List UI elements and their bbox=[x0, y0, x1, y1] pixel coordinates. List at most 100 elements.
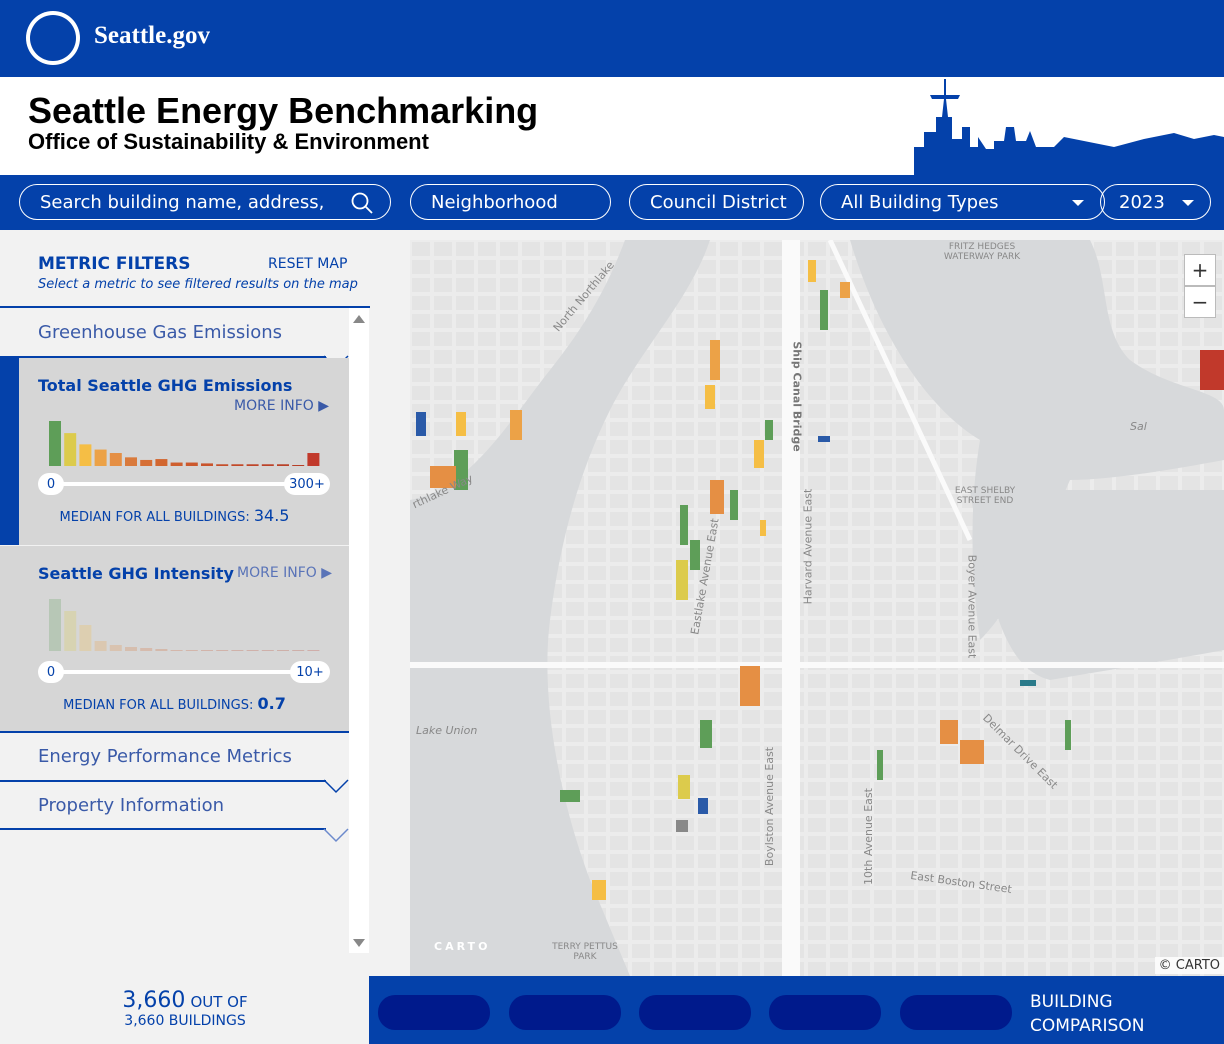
bottom-button-5[interactable] bbox=[900, 995, 1012, 1030]
building-marker[interactable] bbox=[740, 666, 760, 706]
search-placeholder: Search building name, address, or I bbox=[40, 191, 330, 213]
zoom-in-button[interactable]: + bbox=[1184, 254, 1216, 286]
building-marker[interactable] bbox=[765, 420, 773, 440]
page-title: Seattle Energy Benchmarking bbox=[28, 90, 539, 131]
neighborhood-filter[interactable]: Neighborhood bbox=[410, 184, 611, 220]
bottom-button-1[interactable] bbox=[378, 995, 490, 1030]
building-marker[interactable] bbox=[680, 505, 688, 545]
building-comparison-button[interactable]: BUILDING COMPARISON bbox=[1030, 992, 1145, 1036]
median-label: MEDIAN FOR ALL BUILDINGS: bbox=[59, 510, 250, 525]
building-marker[interactable] bbox=[710, 340, 720, 380]
metric-filters-subtitle: Select a metric to see filtered results … bbox=[38, 277, 358, 292]
building-marker[interactable] bbox=[760, 520, 766, 536]
histogram-bar bbox=[307, 650, 320, 651]
building-marker[interactable] bbox=[754, 440, 764, 468]
building-marker[interactable] bbox=[700, 720, 712, 748]
building-marker[interactable] bbox=[676, 560, 688, 600]
count-total: 3,660 BUILDINGS bbox=[124, 1013, 246, 1029]
reset-map-button[interactable]: RESET MAP bbox=[268, 256, 348, 272]
section-energy-performance[interactable]: Energy Performance Metrics bbox=[38, 746, 292, 767]
building-marker[interactable] bbox=[456, 412, 466, 436]
building-marker[interactable] bbox=[430, 466, 456, 488]
sidebar-scrollbar[interactable] bbox=[349, 308, 369, 953]
histogram-bar bbox=[64, 433, 77, 466]
building-marker[interactable] bbox=[730, 490, 738, 520]
building-marker[interactable] bbox=[960, 740, 984, 764]
building-marker[interactable] bbox=[940, 720, 958, 744]
bottom-button-2[interactable] bbox=[509, 995, 621, 1030]
histogram bbox=[49, 421, 320, 466]
bottom-button-3[interactable] bbox=[639, 995, 751, 1030]
chevron-down-icon bbox=[1072, 200, 1084, 206]
building-marker[interactable] bbox=[592, 880, 606, 900]
more-info-link[interactable]: MORE INFO ▶ bbox=[237, 565, 333, 581]
building-types-select[interactable]: All Building Types bbox=[820, 184, 1105, 220]
slider-max-handle[interactable]: 300+ bbox=[284, 473, 330, 495]
building-marker[interactable] bbox=[560, 790, 580, 802]
building-marker[interactable] bbox=[678, 775, 690, 799]
histogram-bar bbox=[277, 464, 289, 466]
bottom-button-4[interactable] bbox=[769, 995, 881, 1030]
map-label: Harvard Avenue East bbox=[801, 488, 815, 605]
histogram-bar bbox=[261, 650, 274, 651]
section-property-information[interactable]: Property Information bbox=[38, 795, 225, 816]
histogram-bar bbox=[125, 647, 137, 651]
section-greenhouse-gas[interactable]: Greenhouse Gas Emissions bbox=[38, 322, 283, 343]
histogram-bar bbox=[185, 462, 198, 466]
chevron-down-icon[interactable] bbox=[322, 828, 350, 844]
building-marker[interactable] bbox=[690, 540, 700, 570]
building-marker[interactable] bbox=[818, 436, 830, 442]
building-marker[interactable] bbox=[705, 385, 715, 409]
slider-min-handle[interactable]: 0 bbox=[38, 473, 64, 495]
council-district-filter[interactable]: Council District bbox=[629, 184, 804, 220]
building-marker[interactable] bbox=[808, 260, 816, 282]
histogram-bar bbox=[79, 625, 92, 651]
metric-total-ghg[interactable]: Total Seattle GHG Emissions MORE INFO ▶ … bbox=[0, 358, 349, 545]
map-label: Boyer Avenue East bbox=[965, 554, 979, 659]
slider-max-handle[interactable]: 10+ bbox=[290, 661, 330, 683]
histogram-bar bbox=[216, 464, 229, 466]
histogram-bar bbox=[231, 464, 244, 466]
building-marker[interactable] bbox=[416, 412, 426, 436]
search-input[interactable]: Search building name, address, or I bbox=[19, 184, 391, 220]
scroll-down-icon[interactable] bbox=[353, 938, 365, 948]
metric-ghg-intensity[interactable]: Seattle GHG Intensity MORE INFO ▶ 0 10+ … bbox=[0, 546, 349, 732]
skyline-illustration bbox=[914, 79, 1224, 175]
histogram-bar bbox=[155, 649, 168, 651]
building-marker[interactable] bbox=[710, 480, 724, 514]
map-label: 10th Avenue East bbox=[861, 788, 875, 885]
map-label: Sal bbox=[1130, 420, 1147, 433]
brand-link[interactable]: Seattle.gov bbox=[94, 22, 210, 49]
building-marker[interactable] bbox=[1200, 350, 1224, 390]
range-slider[interactable]: 0 300+ bbox=[38, 473, 330, 495]
zoom-out-button[interactable]: − bbox=[1184, 286, 1216, 318]
slider-track bbox=[50, 482, 310, 486]
building-marker[interactable] bbox=[1065, 720, 1071, 750]
building-marker[interactable] bbox=[698, 798, 708, 814]
histogram-bar bbox=[49, 599, 61, 651]
building-marker[interactable] bbox=[1020, 680, 1036, 686]
chevron-down-icon[interactable] bbox=[322, 779, 350, 795]
map-view[interactable]: North Northlake rthlake Way Lake Union S… bbox=[410, 240, 1224, 976]
map-attribution[interactable]: © CARTO bbox=[1154, 957, 1224, 974]
more-info-link[interactable]: MORE INFO ▶ bbox=[233, 398, 329, 414]
building-marker[interactable] bbox=[676, 820, 688, 832]
building-marker[interactable] bbox=[820, 290, 828, 330]
histogram-bar bbox=[49, 421, 61, 466]
slider-min-handle[interactable]: 0 bbox=[38, 661, 64, 683]
page-header: Seattle Energy Benchmarking Office of Su… bbox=[0, 77, 1224, 175]
building-marker[interactable] bbox=[454, 450, 468, 490]
count-suffix: OUT OF bbox=[190, 993, 248, 1011]
bottom-bar: BUILDING COMPARISON bbox=[369, 976, 1224, 1044]
search-icon[interactable] bbox=[350, 191, 374, 215]
histogram-bar bbox=[140, 648, 153, 651]
building-marker[interactable] bbox=[840, 282, 850, 298]
histogram-bar bbox=[277, 650, 289, 651]
building-marker[interactable] bbox=[877, 750, 883, 780]
range-slider[interactable]: 0 10+ bbox=[38, 661, 330, 683]
seattle-logo[interactable] bbox=[26, 11, 80, 65]
scroll-up-icon[interactable] bbox=[353, 314, 365, 324]
year-select[interactable]: 2023 bbox=[1100, 184, 1211, 220]
building-marker[interactable] bbox=[510, 410, 522, 440]
median-text: MEDIAN FOR ALL BUILDINGS: 0.7 bbox=[0, 694, 349, 713]
